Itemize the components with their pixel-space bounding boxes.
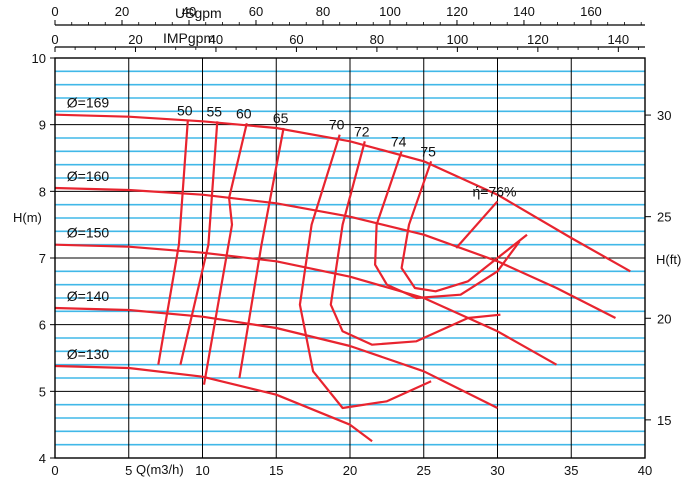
y-axis-label: H(m): [13, 210, 42, 225]
y-tick-label: 5: [39, 384, 46, 399]
efficiency-label: 72: [354, 123, 370, 139]
impgpm-tick-label: 20: [128, 32, 142, 47]
usgpm-tick-label: 20: [115, 4, 129, 19]
efficiency-curve: [329, 141, 501, 346]
y2-axis-label: H(ft): [656, 252, 681, 267]
impeller-curve: [54, 186, 616, 319]
impeller-diameter-label: Ø=150: [67, 225, 110, 241]
impgpm-tick-label: 100: [447, 32, 469, 47]
efficiency-curve: [202, 123, 248, 385]
impgpm-axis-label: IMPgpm: [163, 30, 215, 46]
y2-tick-label: 25: [657, 210, 671, 225]
efficiency-curve: [400, 160, 528, 293]
y2-tick-group: 15 20 25 30: [645, 108, 671, 428]
usgpm-tick-label: 80: [316, 4, 330, 19]
x-tick-label: 10: [195, 463, 209, 478]
impeller-curve: [54, 364, 373, 443]
efficiency-curve: [157, 120, 189, 365]
impgpm-tick-group: 0 20 40 60 80 100 120 140: [51, 32, 639, 52]
x-tick-group: 0 5 10 15 20 25 30 35 40: [51, 463, 652, 478]
impeller-curve: [54, 243, 558, 366]
impgpm-tick-label: 120: [527, 32, 549, 47]
usgpm-tick-label: 100: [379, 4, 401, 19]
impgpm-tick-label: 0: [51, 32, 58, 47]
x-axis-label: Q(m3/h): [136, 462, 184, 477]
efficiency-label: 60: [236, 105, 252, 121]
efficiency-curve: [374, 150, 521, 300]
x-tick-label: 15: [269, 463, 283, 478]
efficiency-label: 50: [177, 103, 193, 119]
y-tick-label: 9: [39, 118, 46, 133]
impeller-curve: [54, 306, 498, 409]
usgpm-tick-group: 0 20 40 60 80 100 120 140 160: [51, 4, 642, 25]
y-tick-label: 4: [39, 451, 46, 466]
label-layer: Ø=169 Ø=160 Ø=150 Ø=140 Ø=130 50 55 60 65 70 72 74 7…: [67, 95, 517, 362]
impgpm-tick-label: 140: [607, 32, 629, 47]
impeller-diameter-label: Ø=140: [67, 288, 110, 304]
impeller-diameter-label: Ø=130: [67, 346, 110, 362]
x-tick-label: 5: [125, 463, 132, 478]
efficiency-label: 65: [273, 110, 289, 126]
x-tick-label: 30: [490, 463, 504, 478]
usgpm-tick-label: 140: [513, 4, 535, 19]
usgpm-tick-label: 0: [51, 4, 58, 19]
y2-tick-label: 20: [657, 311, 671, 326]
usgpm-tick-label: 60: [249, 4, 263, 19]
efficiency-label: 75: [420, 143, 436, 159]
y-tick-label: 10: [32, 51, 46, 66]
efficiency-curve: [238, 127, 285, 379]
impeller-diameter-label: Ø=160: [67, 168, 110, 184]
x-tick-label: 20: [343, 463, 357, 478]
usgpm-tick-label: 160: [580, 4, 602, 19]
x-tick-label: 25: [417, 463, 431, 478]
major-gridlines: [55, 58, 645, 458]
y-tick-group: 4 5 6 7 8 9 10: [32, 51, 55, 466]
curve-layer: [54, 113, 631, 443]
impeller-curve: [54, 113, 631, 273]
efficiency-label: 70: [329, 117, 345, 133]
x-tick-label: 35: [564, 463, 578, 478]
impgpm-tick-label: 40: [209, 32, 223, 47]
usgpm-tick-label: 120: [446, 4, 468, 19]
efficiency-label: ή=76%: [473, 183, 517, 199]
x-tick-label: 40: [638, 463, 652, 478]
y2-tick-label: 15: [657, 413, 671, 428]
efficiency-curve: [179, 121, 219, 365]
y2-tick-label: 30: [657, 108, 671, 123]
usgpm-tick-label: 40: [182, 4, 196, 19]
y-tick-label: 7: [39, 251, 46, 266]
impgpm-tick-label: 60: [289, 32, 303, 47]
impeller-diameter-label: Ø=169: [67, 95, 110, 111]
usgpm-axis-label: USgpm: [175, 5, 222, 21]
impgpm-tick-label: 80: [370, 32, 384, 47]
efficiency-curve: [298, 134, 432, 410]
efficiency-label: 55: [206, 103, 222, 119]
y-tick-label: 8: [39, 184, 46, 199]
efficiency-label: 74: [391, 133, 407, 149]
efficiency-curve: [455, 200, 499, 249]
x-tick-label: 0: [51, 463, 58, 478]
y-tick-label: 6: [39, 318, 46, 333]
